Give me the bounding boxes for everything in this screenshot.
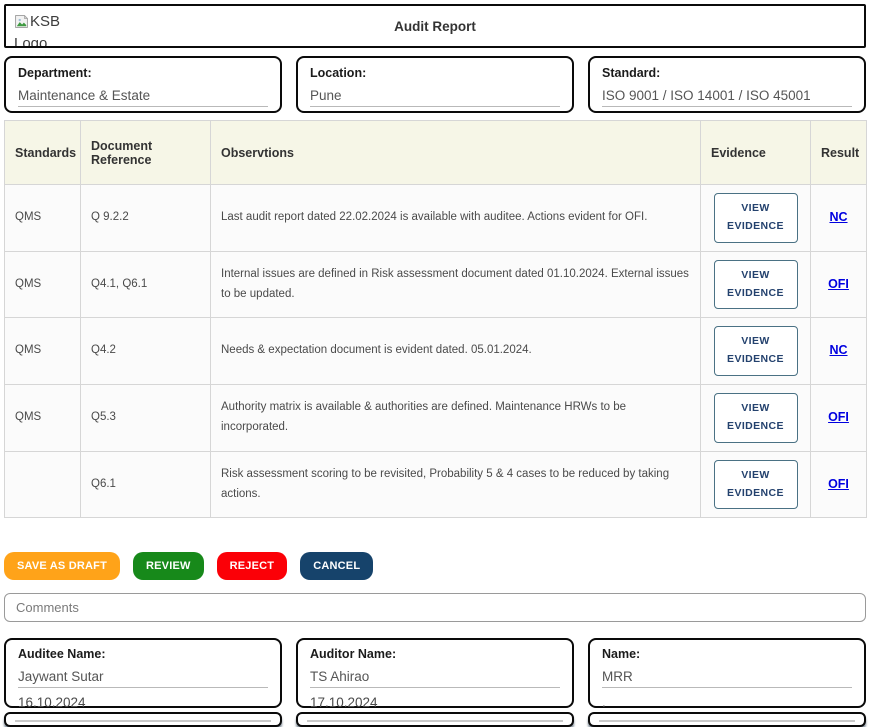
table-header-row: Standards Document Reference Observtions… [4, 120, 867, 185]
name-box: Name: [588, 638, 866, 715]
result-link[interactable]: OFI [828, 410, 849, 425]
signature-line[interactable] [599, 718, 855, 723]
cell-doc-reference: Q 9.2.2 [80, 184, 211, 252]
save-as-draft-button[interactable]: SAVE AS DRAFT [4, 552, 120, 581]
department-field-box: Department: [4, 56, 282, 113]
cell-observation: Internal issues are defined in Risk asse… [210, 250, 701, 319]
view-evidence-button[interactable]: VIEW EVIDENCE [713, 259, 798, 310]
header-evidence: Evidence [700, 120, 811, 185]
signature-row-clipped [4, 712, 866, 727]
result-link[interactable]: OFI [828, 276, 849, 291]
page-title: Audit Report [394, 19, 476, 34]
standard-field-box: Standard: [588, 56, 866, 113]
header-observations: Observtions [210, 120, 701, 185]
auditor-date-input[interactable] [310, 693, 560, 715]
reject-button[interactable]: REJECT [216, 552, 288, 581]
cell-doc-reference: Q4.2 [80, 317, 211, 386]
cell-observation: Last audit report dated 22.02.2024 is av… [210, 184, 701, 252]
table-row: QMS Q 9.2.2 Last audit report dated 22.0… [4, 184, 867, 252]
header-result: Result [810, 120, 867, 185]
table-row: Q6.1 Risk assessment scoring to be revis… [4, 450, 867, 519]
header-standards: Standards [4, 120, 81, 185]
cell-standard: QMS [4, 250, 81, 319]
cell-observation: Risk assessment scoring to be revisited,… [210, 450, 701, 519]
location-input[interactable] [310, 86, 560, 107]
cancel-button[interactable]: CANCEL [300, 552, 374, 581]
result-link[interactable]: OFI [828, 476, 849, 491]
department-input[interactable] [18, 86, 268, 107]
report-header: KSB Logo Audit Report [4, 4, 866, 48]
view-evidence-button[interactable]: VIEW EVIDENCE [713, 459, 798, 510]
cell-standard: QMS [4, 384, 81, 452]
signature-line[interactable] [307, 718, 563, 723]
table-row: QMS Q4.2 Needs & expectation document is… [4, 317, 867, 386]
standard-input[interactable] [602, 86, 852, 107]
name-label: Name: [602, 647, 641, 662]
cell-observation: Needs & expectation document is evident … [210, 317, 701, 386]
cell-doc-reference: Q6.1 [80, 450, 211, 519]
view-evidence-button[interactable]: VIEW EVIDENCE [713, 326, 798, 377]
auditor-box: Auditor Name: [296, 638, 574, 715]
logo-alt-text: KSB Logo [14, 13, 61, 48]
auditee-name-label: Auditee Name: [18, 647, 106, 662]
comments-input[interactable] [4, 593, 866, 623]
result-link[interactable]: NC [829, 343, 848, 358]
table-row: QMS Q5.3 Authority matrix is available &… [4, 384, 867, 452]
cell-standard [4, 450, 81, 519]
signatory-row: Auditee Name: Auditor Name: Name: [4, 638, 866, 715]
auditee-name-input[interactable] [18, 667, 268, 689]
signature-box [588, 712, 866, 727]
auditor-name-input[interactable] [310, 667, 560, 689]
info-field-row: Department: Location: Standard: [4, 56, 866, 113]
cell-standard: QMS [4, 184, 81, 252]
auditor-name-label: Auditor Name: [310, 647, 397, 662]
signature-line[interactable] [15, 718, 271, 723]
name-input[interactable] [602, 667, 852, 689]
location-label: Location: [310, 66, 367, 80]
view-evidence-button[interactable]: VIEW EVIDENCE [713, 193, 798, 243]
result-link[interactable]: NC [829, 210, 848, 225]
auditee-date-input[interactable] [18, 693, 268, 715]
broken-image-icon [14, 13, 30, 30]
action-button-row: SAVE AS DRAFT REVIEW REJECT CANCEL [4, 552, 866, 581]
observations-table: Standards Document Reference Observtions… [4, 120, 867, 519]
location-field-box: Location: [296, 56, 574, 113]
auditee-box: Auditee Name: [4, 638, 282, 715]
cell-doc-reference: Q4.1, Q6.1 [80, 250, 211, 319]
name-date-input[interactable] [602, 693, 852, 715]
cell-doc-reference: Q5.3 [80, 384, 211, 452]
department-label: Department: [18, 66, 92, 80]
review-button[interactable]: REVIEW [133, 552, 204, 581]
standard-label: Standard: [602, 66, 661, 80]
view-evidence-button[interactable]: VIEW EVIDENCE [713, 393, 798, 443]
header-doc-reference: Document Reference [80, 120, 211, 185]
table-row: QMS Q4.1, Q6.1 Internal issues are defin… [4, 250, 867, 319]
signature-box [4, 712, 282, 727]
cell-standard: QMS [4, 317, 81, 386]
cell-observation: Authority matrix is available & authorit… [210, 384, 701, 452]
signature-box [296, 712, 574, 727]
company-logo-broken: KSB Logo [14, 11, 66, 48]
